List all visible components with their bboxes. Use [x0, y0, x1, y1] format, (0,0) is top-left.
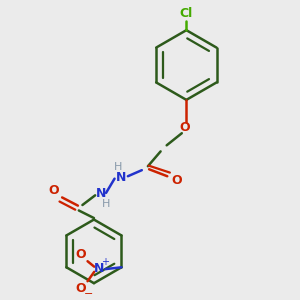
Text: +: +	[101, 257, 110, 267]
Text: N: N	[94, 262, 104, 275]
Text: −: −	[84, 289, 94, 299]
Text: O: O	[75, 248, 86, 261]
Text: O: O	[49, 184, 59, 197]
Text: N: N	[116, 171, 126, 184]
Text: H: H	[113, 161, 122, 172]
Text: O: O	[179, 121, 190, 134]
Text: Cl: Cl	[180, 7, 193, 20]
Text: O: O	[75, 282, 86, 295]
Text: O: O	[171, 174, 182, 187]
Text: N: N	[95, 187, 106, 200]
Text: H: H	[102, 199, 110, 208]
